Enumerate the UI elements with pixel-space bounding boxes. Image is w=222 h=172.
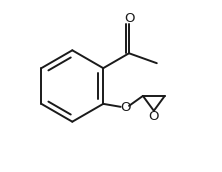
Text: O: O [120, 101, 130, 114]
Text: O: O [124, 12, 134, 25]
Text: O: O [149, 110, 159, 123]
